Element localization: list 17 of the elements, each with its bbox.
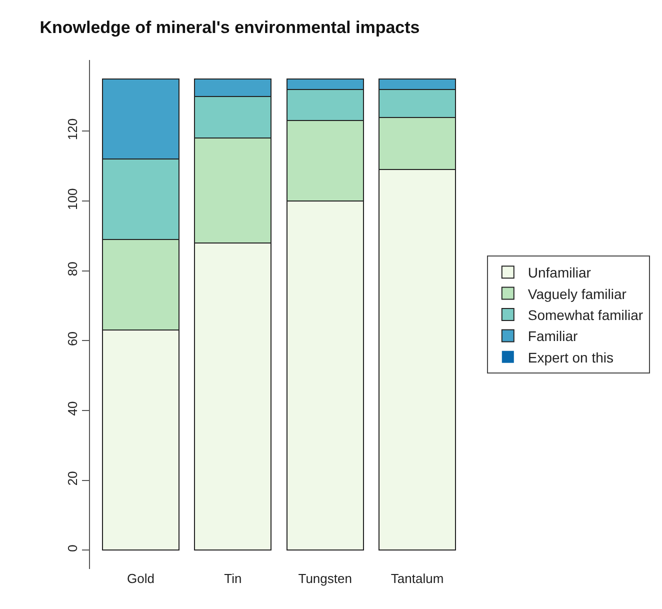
y-tick-label: 20 — [64, 471, 80, 486]
legend-label: Familiar — [528, 328, 578, 344]
y-tick-label: 60 — [64, 331, 80, 346]
y-tick-label: 120 — [64, 118, 80, 140]
x-tick-label: Tungsten — [298, 571, 352, 586]
y-tick-label: 0 — [64, 544, 80, 552]
x-tick-label: Gold — [126, 571, 154, 586]
y-tick-label: 80 — [64, 262, 80, 276]
legend-label: Vaguely familiar — [528, 286, 627, 302]
chart-title: Knowledge of mineral's environmental impacts — [40, 18, 420, 38]
legend-label: Expert on this — [528, 349, 614, 366]
legend-label: Unfamiliar — [528, 264, 592, 281]
y-tick-label: 40 — [64, 401, 80, 416]
x-tick-label: Tantalum — [390, 571, 444, 586]
y-tick-label: 100 — [64, 188, 80, 210]
legend-label: Somewhat familiar — [528, 306, 644, 323]
x-tick-label: Tin — [224, 571, 242, 586]
